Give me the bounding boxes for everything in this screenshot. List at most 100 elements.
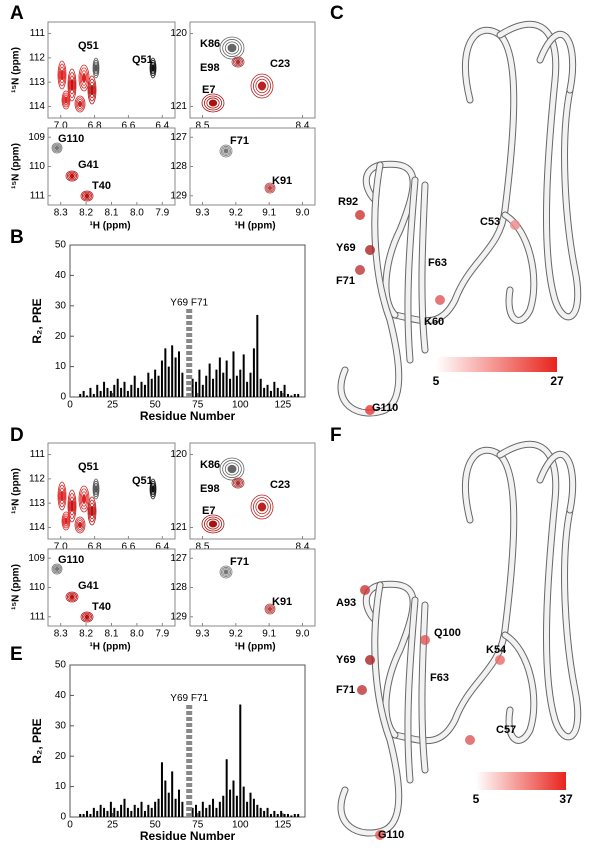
x-tick-label: 6.6 [121,121,135,132]
y-tick-label: 114 [29,101,45,112]
peak-label: Q51 [132,475,153,487]
bar [235,375,238,397]
bar [205,375,208,397]
y-tick-label: 121 [170,101,187,112]
contour [59,487,65,505]
contour [219,565,233,579]
highlight [375,830,385,840]
bar [160,360,163,397]
bar [280,390,283,397]
x-axis-label: Residue Number [140,409,236,423]
contour [232,478,244,488]
spectrum-panel: 7.0 6.8 6.6 6.4 111 112 113 114 Q51 Q51 8.5 8.4 120 1… [11,21,316,232]
bar [167,366,170,397]
ribbon [392,27,517,324]
bar [229,378,232,397]
contour [222,568,230,576]
contour [92,57,100,79]
bar [256,804,259,817]
bar [293,813,296,817]
ribbon [392,447,517,744]
contour [54,145,60,151]
y-tick-label: 120 [170,28,187,39]
bar [167,792,170,817]
bar [164,780,167,817]
contour [257,502,267,512]
contour [78,485,90,513]
contour [84,614,90,620]
y-tick-label: 111 [30,449,46,460]
contour [60,69,64,81]
y-axis-label: ¹⁵N (ppm) [11,47,22,93]
contour [266,184,274,192]
highlight [465,735,475,745]
bar [82,390,85,397]
contour [208,99,218,107]
spectrum-box [189,127,316,206]
peak-label: G110 [58,554,84,566]
contour [224,41,240,55]
highlight [357,685,367,695]
contour [201,514,225,534]
ribbon [338,582,402,836]
contour [79,67,89,89]
peak-label: K86 [200,459,220,471]
bar [96,384,99,397]
contour [265,183,275,193]
contour [93,62,99,75]
bar [103,381,106,397]
residue-label: A93 [336,597,356,609]
bar [232,351,235,397]
contour [255,78,269,94]
contour [231,56,245,68]
bar [212,378,215,397]
contour [90,84,94,96]
peak-label: T40 [92,601,111,613]
y-tick-label: 113 [29,77,45,88]
spectrum-box [47,548,176,627]
contour [234,479,242,487]
y-tick-label: 109 [28,553,45,564]
bar [215,807,218,817]
bar [130,810,133,817]
contour [76,520,84,530]
x-tick-label: 8.3 [54,208,68,219]
x-tick-label: 7.9 [155,208,169,219]
bar [286,393,289,397]
bar [212,798,215,817]
contour [78,64,90,92]
bar [113,384,116,397]
bar [191,807,194,817]
x-tick-label: 25 [107,400,119,411]
bar [232,780,235,817]
y-tick-label: 30 [55,720,67,731]
residue-label: F63 [430,672,449,684]
contour [84,193,90,199]
x-tick-label: 25 [107,820,119,831]
ribbon-edge [337,581,403,837]
contour [151,64,155,72]
bar [293,393,296,397]
bar [177,351,180,397]
x-tick-label: 6.8 [88,542,102,553]
contour [70,79,74,91]
residue-label: Q100 [434,627,461,639]
contour [88,499,96,523]
contour [257,81,267,91]
contour [92,478,100,500]
x-tick-label: 125 [275,820,292,831]
bar [259,378,262,397]
bar [290,395,293,397]
bar [154,369,157,397]
contour [208,520,218,528]
peak-label: K91 [272,596,292,608]
x-axis-label: ¹H (ppm) [234,221,275,232]
bar [266,807,269,817]
y-tick-label: 113 [29,498,45,509]
contour [94,64,98,72]
contour [83,192,91,200]
ribbon [497,441,581,740]
contour [53,565,61,573]
bar [280,810,283,817]
contour [204,95,222,111]
